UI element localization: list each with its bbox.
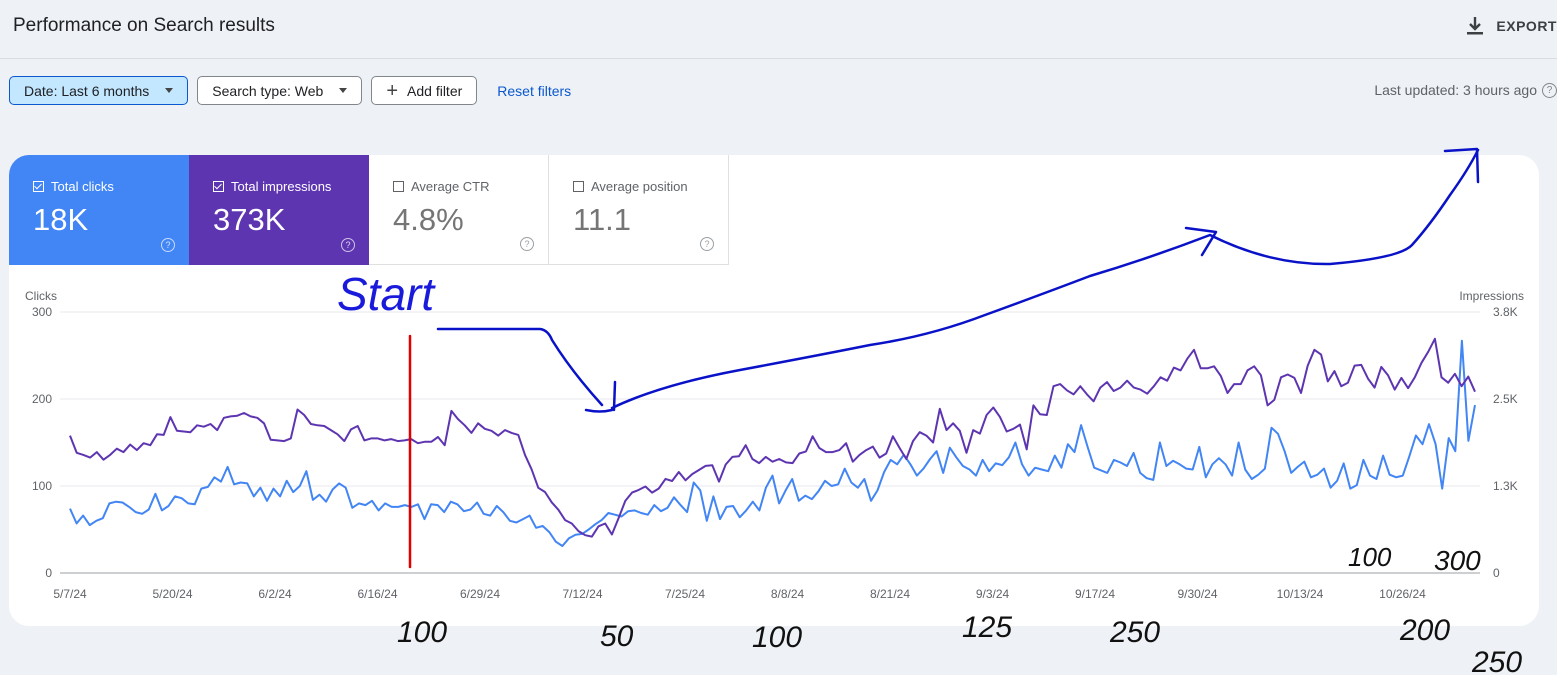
- dropdown-caret-icon: [339, 88, 348, 93]
- x-tick-label: 9/30/24: [1177, 587, 1217, 601]
- arrow-head-icon: [584, 380, 617, 413]
- download-icon: [1467, 17, 1484, 35]
- help-icon[interactable]: ?: [520, 237, 534, 251]
- arrow-head-icon: [1184, 226, 1218, 257]
- x-tick-label: 7/12/24: [562, 587, 602, 601]
- x-tick-label: 5/20/24: [152, 587, 192, 601]
- metric-label: Total clicks: [51, 179, 114, 194]
- x-tick-label: 9/3/24: [976, 587, 1010, 601]
- metric-label: Average CTR: [411, 179, 490, 194]
- handwritten-number: 200: [1399, 614, 1450, 647]
- y-left-tick-label: 200: [32, 392, 52, 406]
- metric-label: Total impressions: [231, 179, 332, 194]
- search-type-chip[interactable]: Search type: Web: [197, 76, 363, 105]
- checkbox-icon[interactable]: [573, 181, 584, 192]
- page-title: Performance on Search results: [13, 15, 275, 36]
- series-line-clicks: [69, 339, 1476, 547]
- x-tick-label: 7/25/24: [665, 587, 705, 601]
- handwritten-number: 250: [1109, 616, 1160, 649]
- handwritten-number: 125: [962, 611, 1012, 644]
- y-axis-right-label: Impressions: [1459, 289, 1524, 303]
- arrow-down-annotation: [436, 327, 604, 407]
- y-right-tick-label: 2.5K: [1493, 392, 1518, 406]
- plus-icon: +: [386, 79, 399, 102]
- y-right-tick-label: 0: [1493, 566, 1500, 580]
- metric-total-clicks[interactable]: Total clicks 18K ?: [9, 155, 189, 265]
- x-tick-label: 10/26/24: [1379, 587, 1426, 601]
- checkbox-icon[interactable]: [33, 181, 44, 192]
- arrow-head-icon: [1443, 147, 1480, 184]
- help-icon[interactable]: ?: [161, 238, 175, 252]
- add-filter-label: Add filter: [407, 82, 463, 99]
- metric-label: Average position: [591, 179, 688, 194]
- x-tick-label: 5/7/24: [53, 587, 87, 601]
- x-tick-label: 8/21/24: [870, 587, 910, 601]
- metric-total-impressions[interactable]: Total impressions 373K ?: [189, 155, 369, 265]
- performance-card: Total clicks 18K ? Total impressions 373…: [9, 155, 1539, 626]
- metric-average-ctr[interactable]: Average CTR 4.8% ?: [369, 155, 549, 265]
- handwritten-number: 300: [1434, 545, 1481, 576]
- series-line-impressions: [69, 337, 1476, 538]
- x-tick-label: 8/8/24: [771, 587, 805, 601]
- metric-value: 11.1: [573, 202, 632, 237]
- metric-value: 4.8%: [393, 202, 464, 237]
- filter-bar: Date: Last 6 months Search type: Web + A…: [9, 76, 571, 105]
- metric-value: 18K: [33, 202, 89, 237]
- handwritten-number: 100: [1348, 542, 1392, 572]
- checkbox-icon[interactable]: [393, 181, 404, 192]
- top-bar: Performance on Search results EXPORT: [0, 0, 1557, 59]
- handwritten-number: 100: [752, 621, 802, 654]
- add-filter-button[interactable]: + Add filter: [371, 76, 478, 105]
- handwritten-number: 250: [1471, 646, 1522, 675]
- x-tick-label: 10/13/24: [1277, 587, 1324, 601]
- trend-arrow-annotation: [610, 148, 1480, 410]
- handwritten-number: 100: [397, 616, 447, 649]
- x-tick-label: 6/16/24: [357, 587, 397, 601]
- start-annotation: Start: [337, 268, 436, 320]
- last-updated-text: Last updated: 3 hours ago: [1374, 82, 1537, 98]
- y-right-tick-label: 1.3K: [1493, 479, 1518, 493]
- date-filter-label: Date: Last 6 months: [24, 82, 150, 99]
- y-left-tick-label: 100: [32, 479, 52, 493]
- help-icon[interactable]: ?: [700, 237, 714, 251]
- export-label: EXPORT: [1496, 18, 1557, 34]
- checkbox-icon[interactable]: [213, 181, 224, 192]
- date-filter-chip[interactable]: Date: Last 6 months: [9, 76, 189, 105]
- y-left-tick-label: 0: [45, 566, 52, 580]
- dropdown-caret-icon: [165, 88, 174, 93]
- x-tick-label: 6/29/24: [460, 587, 500, 601]
- search-type-label: Search type: Web: [212, 82, 324, 99]
- metric-average-position[interactable]: Average position 11.1 ?: [549, 155, 729, 265]
- handwritten-number: 50: [600, 620, 634, 653]
- y-left-tick-label: 300: [32, 305, 52, 319]
- help-icon[interactable]: ?: [341, 238, 355, 252]
- y-axis-left-label: Clicks: [25, 289, 57, 303]
- metric-value: 373K: [213, 202, 286, 237]
- y-right-tick-label: 3.8K: [1493, 305, 1518, 319]
- x-tick-label: 9/17/24: [1075, 587, 1115, 601]
- reset-filters-link[interactable]: Reset filters: [497, 82, 572, 99]
- export-button[interactable]: EXPORT: [1466, 16, 1557, 36]
- x-tick-label: 6/2/24: [258, 587, 292, 601]
